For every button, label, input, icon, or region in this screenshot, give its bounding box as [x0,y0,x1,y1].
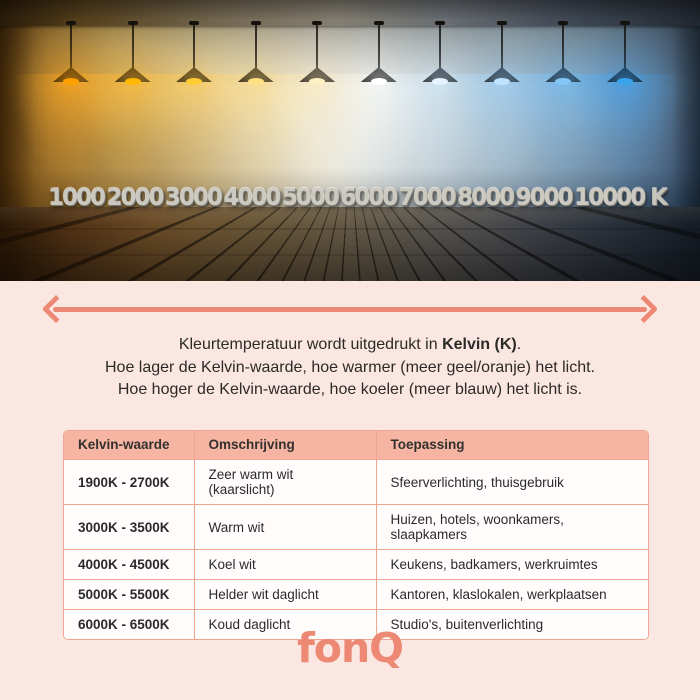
ceiling [0,0,700,26]
kelvin-lamps-photo: 1000 2000 3000 4000 5000 6000 7000 8000 9000 1000… [0,0,700,281]
kelvin-scale-label: 9000 [515,185,574,211]
lamp-wall-glow [303,74,454,222]
lamp-bulb [432,78,449,85]
cell-omschrijving: Koud daglicht [193,609,376,639]
cell-toepassing: Sfeerverlichting, thuisgebruik [375,459,648,505]
lamp-bulb [247,78,264,85]
lamp-mount [496,21,507,25]
lamp-bulb [309,78,326,85]
lamp-wall-glow [242,74,393,222]
header-toepassing: Toepassing [375,431,648,460]
lamp-mount [435,21,446,25]
lamp-cord [562,24,565,69]
lamp-mount [312,21,323,25]
cell-toepassing: Studio's, buitenverlichting [375,609,648,639]
legend-line-1: Kleurtemperatuur wordt uitgedrukt in Kel… [178,336,522,353]
kelvin-scale-label: 4000 [223,185,281,211]
lamp-mount [619,21,630,25]
kelvin-scale-label: 8000 [457,185,515,211]
table-row: 1900K - 2700K Zeer warm wit (kaarslicht)… [64,459,648,505]
cell-toepassing: Huizen, hotels, woonkamers, slaapkamers [375,504,648,550]
cell-toepassing: Kantoren, klaslokalen, werkplaatsen [375,579,648,610]
kelvin-scale-label: 3000 [164,185,223,211]
kelvin-scale-label: 6000 [340,185,398,211]
lamp-bulb [616,78,633,85]
table-row: 3000K - 3500K Warm wit Huizen, hotels, w… [64,504,648,550]
kelvin-bold-term: Kelvin (K) [442,336,517,353]
cell-kelvin: 1900K - 2700K [64,459,194,505]
cell-kelvin: 6000K - 6500K [64,609,194,639]
table-row: 5000K - 5500K Helder wit daglicht Kantor… [64,579,648,610]
lamp-bulb [493,78,510,85]
legend-line-3: Hoe hoger de Kelvin-waarde, hoe koeler (… [117,381,583,398]
header-kelvin-waarde: Kelvin-waarde [64,431,194,460]
lamp-cord [500,24,503,69]
lamp-bulb [186,78,203,85]
lamp-cord [193,24,196,69]
lamp-mount [66,21,76,25]
lamp-wall-glow [119,74,270,222]
pendant-lamp [119,0,270,245]
table-row: 6000K - 6500K Koud daglicht Studio's, bu… [64,609,648,639]
pendant-lamp [365,0,516,245]
lamp-wall-glow [549,74,700,222]
lamp-bulb [370,78,387,85]
fonq-logo: fonQ [296,624,404,672]
temperature-range-arrow [41,294,659,326]
table-header-row: Kelvin-waarde Omschrijving Toepassing [64,431,648,460]
lamp-mount [189,21,200,25]
cell-omschrijving: Zeer warm wit (kaarslicht) [193,459,376,505]
cell-omschrijving: Helder wit daglicht [193,579,376,610]
lamp-cord [623,24,626,69]
cell-kelvin: 5000K - 5500K [64,579,194,610]
lamp-wall-glow [180,74,331,222]
cell-kelvin: 3000K - 3500K [64,504,194,550]
lamp-cord [131,24,134,69]
lamp-cord [254,24,257,69]
kelvin-scale-label: 10000 K [574,185,668,211]
pendant-lamp [549,0,700,245]
cell-toepassing: Keukens, badkamers, werkruimtes [375,549,648,580]
lamp-bulb [124,78,141,85]
kelvin-scale-label: 5000 [281,185,340,211]
cell-kelvin: 4000K - 4500K [64,549,194,580]
lamp-mount [127,21,138,25]
arrow-right-head-icon [629,294,659,324]
pendant-lamp [242,0,393,245]
lamp-cord [377,24,380,69]
legend-line-2: Hoe lager de Kelvin-waarde, hoe warmer (… [104,358,595,376]
lamp-cord [439,24,442,69]
lamp-mount [558,21,569,25]
pendant-lamp [303,0,454,245]
lamp-wall-glow [365,74,516,222]
lamp-cord [70,24,72,69]
kelvin-scale-labels: 1000 2000 3000 4000 5000 6000 7000 8000 9000 1000… [48,185,668,211]
lamp-mount [250,21,261,25]
pendant-lamp [180,0,331,245]
pendant-lamp [57,0,208,245]
arrow-line [53,307,647,312]
kelvin-scale-label: 1000 [48,185,106,211]
lamp-wall-glow [57,74,208,222]
kelvin-table: Kelvin-waarde Omschrijving Toepassing 19… [63,430,649,640]
cell-omschrijving: Warm wit [193,504,376,550]
lamp-cord [316,24,319,69]
kelvin-scale-label: 7000 [398,185,457,211]
kelvin-scale-label: 2000 [106,185,164,211]
legend-text: Kleurtemperatuur wordt uitgedrukt in Kel… [0,334,700,402]
cell-omschrijving: Koel wit [193,549,376,580]
table-row: 4000K - 4500K Koel wit Keukens, badkamer… [64,549,648,580]
lamp-mount [373,21,384,25]
header-omschrijving: Omschrijving [193,431,376,460]
